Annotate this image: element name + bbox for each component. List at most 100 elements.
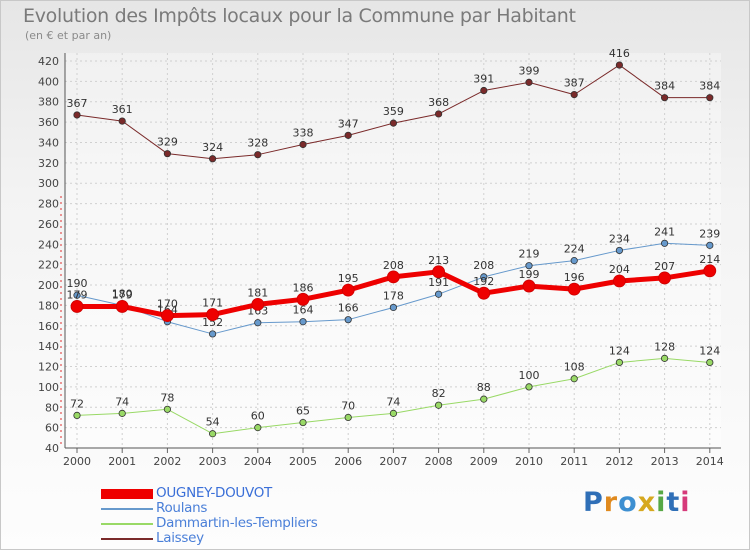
data-point <box>525 262 533 270</box>
legend-label: Laissey <box>156 530 204 546</box>
data-point <box>432 265 446 279</box>
data-point <box>209 155 217 163</box>
data-label: 178 <box>383 289 404 302</box>
data-point <box>706 94 714 102</box>
x-tick-label: 2002 <box>153 455 181 468</box>
data-label: 199 <box>519 268 540 281</box>
legend-label: OUGNEY-DOUVOT <box>156 485 272 501</box>
legend-swatch <box>101 508 153 510</box>
data-label: 190 <box>67 277 88 290</box>
data-label: 152 <box>202 316 223 329</box>
y-tick-label: 120 <box>38 361 59 374</box>
data-label: 108 <box>564 361 585 374</box>
data-label: 100 <box>519 369 540 382</box>
data-label: 191 <box>428 276 449 289</box>
y-tick-label: 300 <box>38 177 59 190</box>
legend-swatch <box>101 489 153 499</box>
legend-swatch <box>101 538 153 540</box>
data-label: 180 <box>112 287 133 300</box>
data-label: 204 <box>609 263 630 276</box>
data-label: 241 <box>654 225 675 238</box>
brand-letter: o <box>618 487 638 518</box>
data-point <box>525 383 533 391</box>
y-tick-label: 60 <box>45 422 59 435</box>
x-tick-label: 2006 <box>334 455 362 468</box>
data-label: 192 <box>473 275 494 288</box>
data-label: 214 <box>699 253 720 266</box>
data-point <box>570 375 578 383</box>
x-tick-label: 2013 <box>651 455 679 468</box>
data-label: 324 <box>202 141 223 154</box>
data-point <box>341 283 355 297</box>
data-label: 72 <box>70 397 84 410</box>
data-point <box>480 273 488 281</box>
data-point <box>615 358 624 367</box>
brand-letter: P <box>583 487 604 518</box>
data-label: 166 <box>338 302 359 315</box>
data-label: 181 <box>247 286 268 299</box>
data-point <box>706 358 714 367</box>
data-point <box>660 239 669 247</box>
y-tick-label: 380 <box>38 96 59 109</box>
data-point <box>386 270 400 284</box>
data-label: 347 <box>338 117 359 130</box>
data-label: 65 <box>296 405 310 418</box>
data-label: 171 <box>202 297 223 310</box>
data-label: 391 <box>473 73 494 86</box>
data-point <box>522 279 536 293</box>
y-tick-label: 100 <box>38 381 59 394</box>
data-label: 338 <box>293 127 314 140</box>
data-point <box>344 316 352 324</box>
y-tick-label: 220 <box>38 259 59 272</box>
y-tick-label: 420 <box>38 55 59 68</box>
data-label: 368 <box>428 96 449 109</box>
x-tick-label: 2010 <box>515 455 543 468</box>
data-point <box>254 319 262 327</box>
chart-subtitle: (en € et par an) <box>25 29 112 42</box>
data-point <box>163 405 171 413</box>
data-label: 54 <box>206 416 220 429</box>
data-label: 60 <box>251 410 265 423</box>
data-point <box>477 286 491 300</box>
x-tick-label: 2011 <box>560 455 588 468</box>
data-point <box>115 300 129 313</box>
y-tick-label: 200 <box>38 279 59 292</box>
data-label: 195 <box>338 272 359 285</box>
data-label: 179 <box>67 288 88 301</box>
data-label: 219 <box>519 248 540 261</box>
brand-logo: Proxiti <box>583 487 691 518</box>
data-label: 387 <box>564 77 585 90</box>
data-label: 213 <box>428 254 449 267</box>
x-tick-label: 2008 <box>425 455 453 468</box>
y-tick-label: 40 <box>45 442 59 455</box>
data-label: 78 <box>160 391 174 404</box>
data-point <box>70 300 84 313</box>
data-label: 367 <box>67 97 88 110</box>
legend-label: Dammartin-les-Templiers <box>156 515 318 531</box>
data-point <box>570 91 578 99</box>
y-tick-label: 260 <box>38 218 59 231</box>
data-label: 207 <box>654 260 675 273</box>
x-tick-label: 2000 <box>63 455 91 468</box>
data-label: 88 <box>477 381 491 394</box>
data-label: 82 <box>432 387 446 400</box>
data-point <box>703 264 717 278</box>
data-label: 70 <box>341 399 355 412</box>
x-tick-label: 2014 <box>696 455 724 468</box>
data-label: 170 <box>157 298 178 311</box>
data-label: 359 <box>383 105 404 118</box>
x-tick-label: 2001 <box>108 455 136 468</box>
data-point <box>434 290 443 298</box>
data-label: 124 <box>699 344 720 357</box>
data-label: 384 <box>654 80 675 93</box>
data-point <box>209 430 217 438</box>
data-point <box>434 110 443 118</box>
data-point <box>660 94 669 102</box>
x-tick-label: 2003 <box>199 455 227 468</box>
data-point <box>434 401 443 409</box>
data-point <box>344 131 352 139</box>
y-tick-label: 240 <box>38 238 59 251</box>
data-point <box>615 61 624 69</box>
